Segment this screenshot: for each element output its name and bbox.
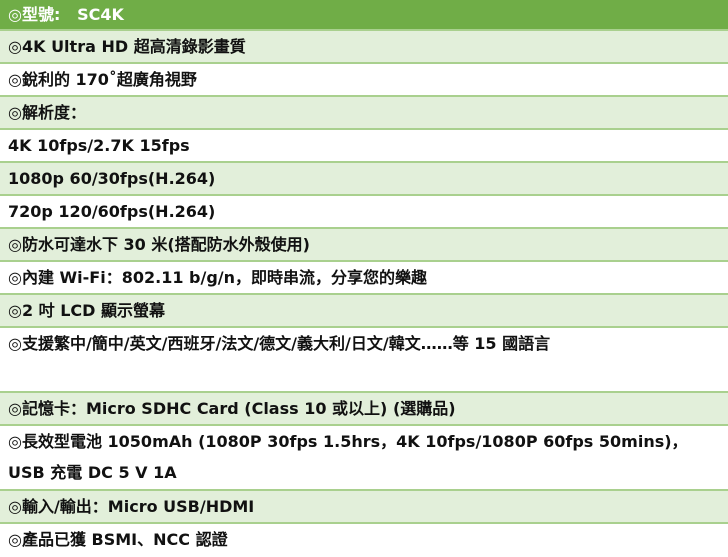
spec-row: ◎解析度： [0,97,728,130]
spec-row: ◎輸入/輸出：Micro USB/HDMI [0,491,728,524]
spec-row: ◎支援繁中/簡中/英文/西班牙/法文/德文/義大利/日文/韓文……等 15 國語… [0,328,728,393]
spec-row: ◎銳利的 170˚超廣角視野 [0,64,728,97]
spec-row: ◎長效型電池 1050mAh (1080P 30fps 1.5hrs，4K 10… [0,426,728,491]
spec-row: 4K 10fps/2.7K 15fps [0,130,728,163]
model-value: SC4K [77,5,124,24]
model-label: ◎型號: [8,5,61,24]
spec-header: ◎型號: SC4K [0,0,728,31]
spec-row: ◎2 吋 LCD 顯示螢幕 [0,295,728,328]
spec-row: ◎產品已獲 BSMI、NCC 認證 [0,524,728,557]
spec-row: ◎4K Ultra HD 超高清錄影畫質 [0,31,728,64]
spec-row: 1080p 60/30fps(H.264) [0,163,728,196]
spec-row: ◎內建 Wi-Fi：802.11 b/g/n，即時串流，分享您的樂趣 [0,262,728,295]
spec-row: ◎防水可達水下 30 米(搭配防水外殼使用) [0,229,728,262]
spec-row: 720p 120/60fps(H.264) [0,196,728,229]
spec-row: ◎記憶卡：Micro SDHC Card (Class 10 或以上) (選購品… [0,393,728,426]
